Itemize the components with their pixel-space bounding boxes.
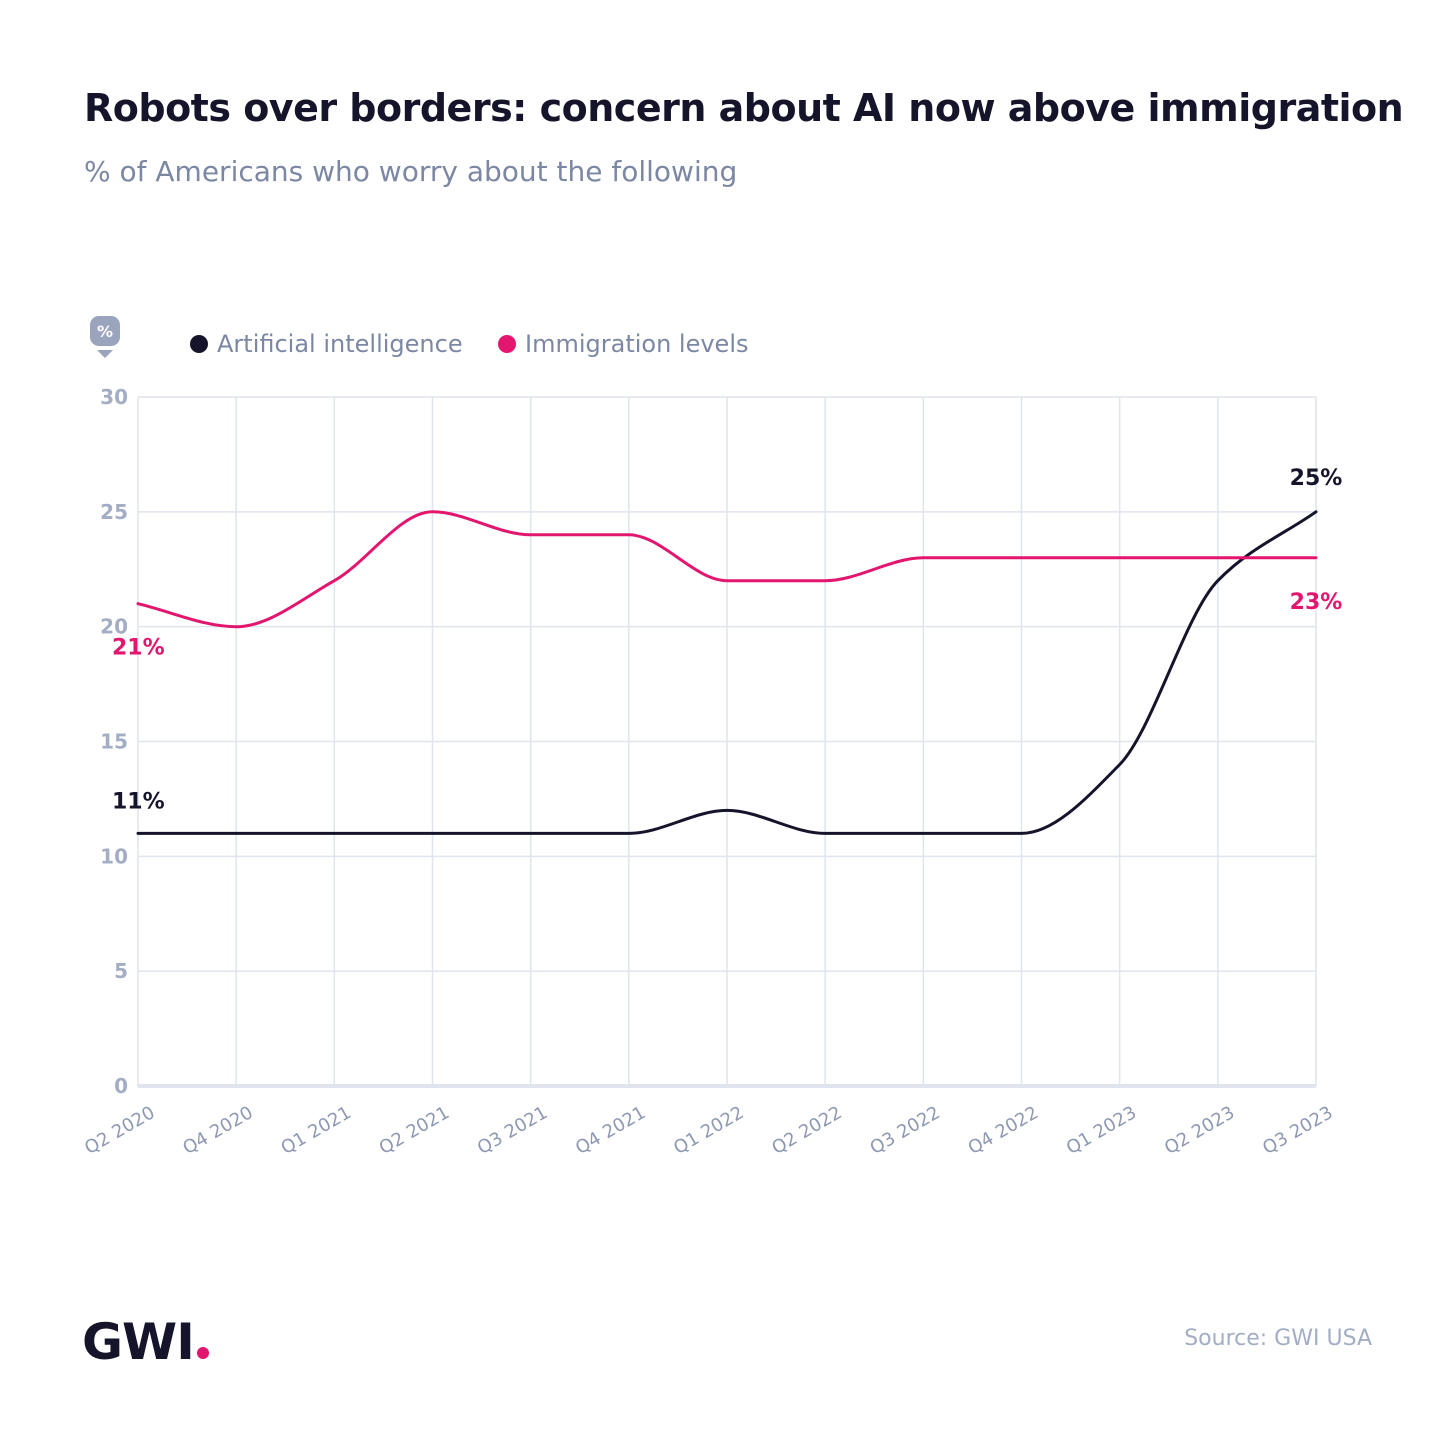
unit-badge-bg <box>90 316 120 346</box>
series-lines <box>136 510 1318 835</box>
y-tick-label: 15 <box>100 730 128 754</box>
x-tick-label: Q1 2021 <box>278 1102 355 1159</box>
x-tick-label: Q2 2020 <box>81 1102 158 1159</box>
axes: 0 5 10 15 20 25 30 Q2 2020 Q4 2020 Q1 2021 Q2 2021… <box>81 385 1336 1159</box>
data-labels: 11% 25% 21% 23% <box>112 466 1342 815</box>
x-tick-label: Q2 2022 <box>768 1102 845 1159</box>
source-note: Source: GWI USA <box>1184 1326 1372 1351</box>
unit-badge: % <box>90 316 120 358</box>
x-tick-label: Q4 2020 <box>179 1102 256 1159</box>
y-tick-label: 25 <box>100 500 128 524</box>
y-tick-label: 20 <box>100 615 128 639</box>
legend-label-immigration-levels: Immigration levels <box>525 330 749 358</box>
legend-marker-artificial-intelligence <box>190 335 208 353</box>
data-label-immigration-start: 21% <box>112 636 165 661</box>
x-tick-label: Q3 2021 <box>474 1102 551 1159</box>
x-tick-label: Q2 2021 <box>376 1102 453 1159</box>
x-tick-label: Q4 2021 <box>572 1102 649 1159</box>
chart-subtitle: % of Americans who worry about the follo… <box>84 155 738 188</box>
x-tick-label: Q4 2022 <box>965 1102 1042 1159</box>
logo-text: GWI <box>82 1313 195 1371</box>
grid <box>137 396 1317 1087</box>
x-tick-label: Q1 2022 <box>670 1102 747 1159</box>
data-label-ai-start: 11% <box>112 789 165 814</box>
chart-title: Robots over borders: concern about AI no… <box>84 86 1404 130</box>
x-tick-label: Q3 2023 <box>1259 1102 1336 1159</box>
series-line-artificial-intelligence <box>136 510 1318 835</box>
unit-badge-label: % <box>97 322 113 341</box>
x-tick-label: Q3 2022 <box>867 1102 944 1159</box>
y-tick-label: 10 <box>100 844 128 868</box>
data-label-ai-end: 25% <box>1290 466 1343 491</box>
gwi-logo: GWI <box>82 1313 209 1371</box>
y-tick-label: 0 <box>114 1074 128 1098</box>
legend-label-artificial-intelligence: Artificial intelligence <box>217 330 463 358</box>
legend: Artificial intelligence Immigration level… <box>190 330 749 358</box>
x-tick-label: Q1 2023 <box>1063 1102 1140 1159</box>
y-tick-label: 30 <box>100 385 128 409</box>
legend-marker-immigration-levels <box>498 335 516 353</box>
y-tick-label: 5 <box>114 959 128 983</box>
series-line-immigration-levels <box>136 510 1318 629</box>
x-tick-label: Q2 2023 <box>1161 1102 1238 1159</box>
logo-dot <box>196 1347 209 1359</box>
unit-badge-pointer <box>97 350 113 358</box>
data-label-immigration-end: 23% <box>1290 590 1343 615</box>
